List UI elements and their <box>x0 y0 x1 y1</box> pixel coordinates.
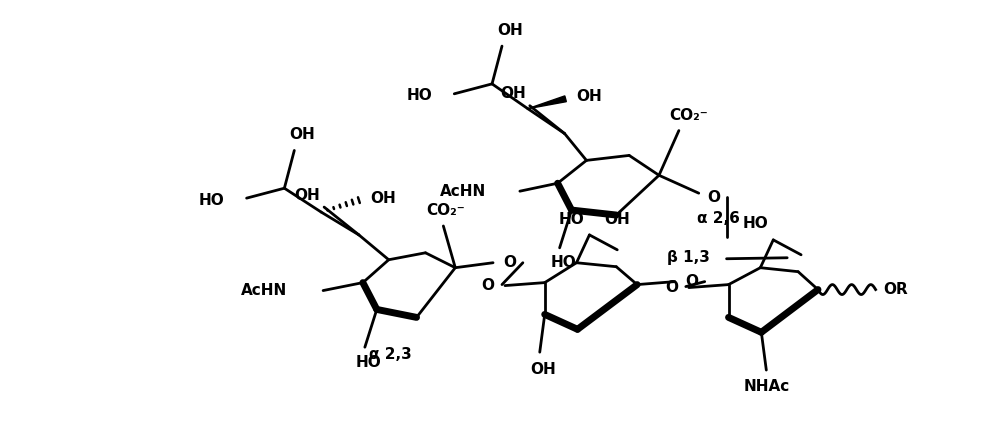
Text: O: O <box>482 278 495 293</box>
Text: AcHN: AcHN <box>440 184 486 199</box>
Text: CO₂⁻: CO₂⁻ <box>669 108 708 123</box>
Text: α 2,3: α 2,3 <box>369 347 412 362</box>
Text: O: O <box>503 255 516 270</box>
Text: OH: OH <box>294 188 320 203</box>
Text: OH: OH <box>530 362 556 377</box>
Text: O: O <box>707 190 720 205</box>
Text: NHAc: NHAc <box>743 379 789 394</box>
Text: HO: HO <box>551 255 576 270</box>
Text: OH: OH <box>604 212 630 227</box>
Text: HO: HO <box>407 88 432 103</box>
Text: O: O <box>685 274 698 289</box>
Text: CO₂⁻: CO₂⁻ <box>426 202 465 217</box>
Text: HO: HO <box>356 355 382 370</box>
Text: HO: HO <box>199 193 225 208</box>
Text: OH: OH <box>577 89 602 104</box>
Text: α 2,6: α 2,6 <box>697 210 740 225</box>
Text: OH: OH <box>497 22 523 38</box>
Text: OH: OH <box>370 191 396 206</box>
Text: O: O <box>665 280 678 295</box>
Text: AcHN: AcHN <box>241 283 287 298</box>
Text: OR: OR <box>883 282 908 297</box>
Text: OH: OH <box>500 86 526 101</box>
Polygon shape <box>528 96 566 109</box>
Text: OH: OH <box>289 127 315 142</box>
Text: HO: HO <box>559 212 584 227</box>
Text: HO: HO <box>743 217 768 232</box>
Text: β 1,3: β 1,3 <box>667 250 710 265</box>
